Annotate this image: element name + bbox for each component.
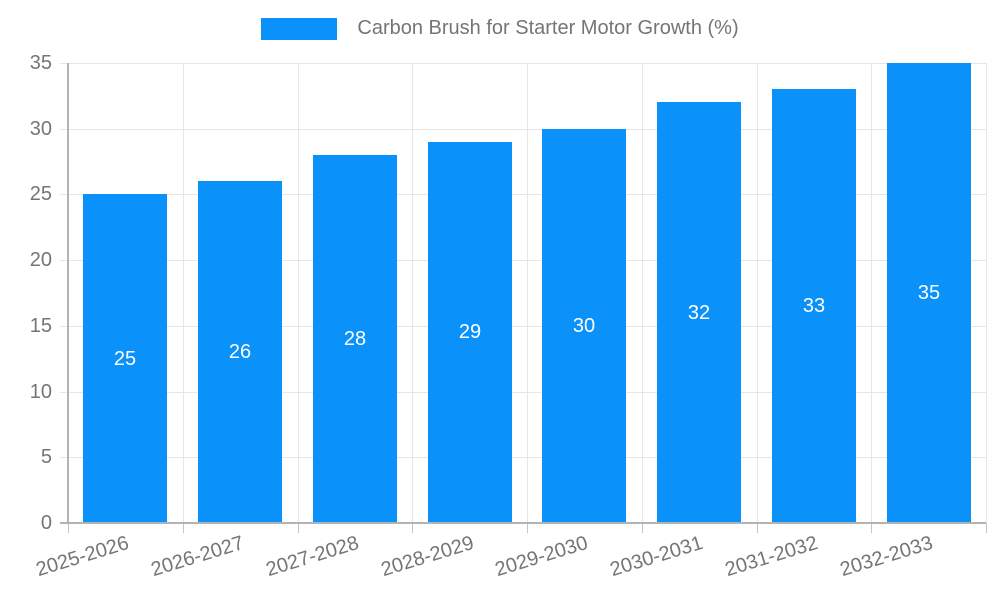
bar-value-label: 29: [458, 321, 482, 343]
v-gridline: [757, 63, 758, 523]
h-gridline: [60, 326, 986, 327]
x-axis-tick: [68, 523, 69, 533]
y-axis-line: [67, 63, 69, 523]
y-tick-label: 20: [29, 249, 52, 271]
legend-label: Carbon Brush for Starter Motor Growth (%…: [357, 17, 739, 39]
x-axis-tick: [412, 523, 413, 533]
y-tick-label: 5: [40, 446, 52, 468]
x-axis-tick: [871, 523, 872, 533]
bar[interactable]: [428, 142, 512, 523]
y-tick-label: 25: [29, 183, 52, 205]
bar[interactable]: [887, 63, 971, 523]
x-axis-line: [60, 522, 986, 524]
x-axis-tick: [986, 523, 987, 533]
h-gridline: [60, 129, 986, 130]
bar-value-label: 33: [802, 295, 826, 317]
bar[interactable]: [198, 181, 282, 523]
x-axis-tick: [298, 523, 299, 533]
y-tick-label: 10: [29, 381, 52, 403]
legend-swatch: [261, 17, 338, 40]
v-gridline: [871, 63, 872, 523]
chart-legend[interactable]: Carbon Brush for Starter Motor Growth (%…: [0, 17, 1000, 40]
y-tick-label: 15: [29, 315, 52, 337]
y-tick-label: 35: [29, 52, 52, 74]
bar-value-label: 28: [343, 328, 367, 350]
bar[interactable]: [313, 155, 397, 523]
y-tick-label: 0: [40, 512, 52, 534]
y-tick-label: 30: [29, 118, 52, 140]
h-gridline: [60, 260, 986, 261]
bar-value-label: 25: [113, 348, 137, 370]
bar[interactable]: [772, 89, 856, 523]
v-gridline: [527, 63, 528, 523]
v-gridline: [642, 63, 643, 523]
v-gridline: [412, 63, 413, 523]
bar-value-label: 35: [917, 282, 941, 304]
x-axis-tick: [757, 523, 758, 533]
bar[interactable]: [83, 194, 167, 523]
v-gridline: [298, 63, 299, 523]
bar-value-label: 30: [572, 315, 596, 337]
bar-value-label: 32: [687, 302, 711, 324]
bar-value-label: 26: [228, 341, 252, 363]
v-gridline: [183, 63, 184, 523]
x-axis-tick: [642, 523, 643, 533]
h-gridline: [60, 194, 986, 195]
h-gridline: [60, 457, 986, 458]
bar[interactable]: [657, 102, 741, 523]
x-axis-tick: [183, 523, 184, 533]
x-axis-tick: [527, 523, 528, 533]
h-gridline: [60, 392, 986, 393]
bar[interactable]: [542, 129, 626, 523]
v-gridline: [986, 63, 987, 523]
h-gridline: [60, 63, 986, 64]
